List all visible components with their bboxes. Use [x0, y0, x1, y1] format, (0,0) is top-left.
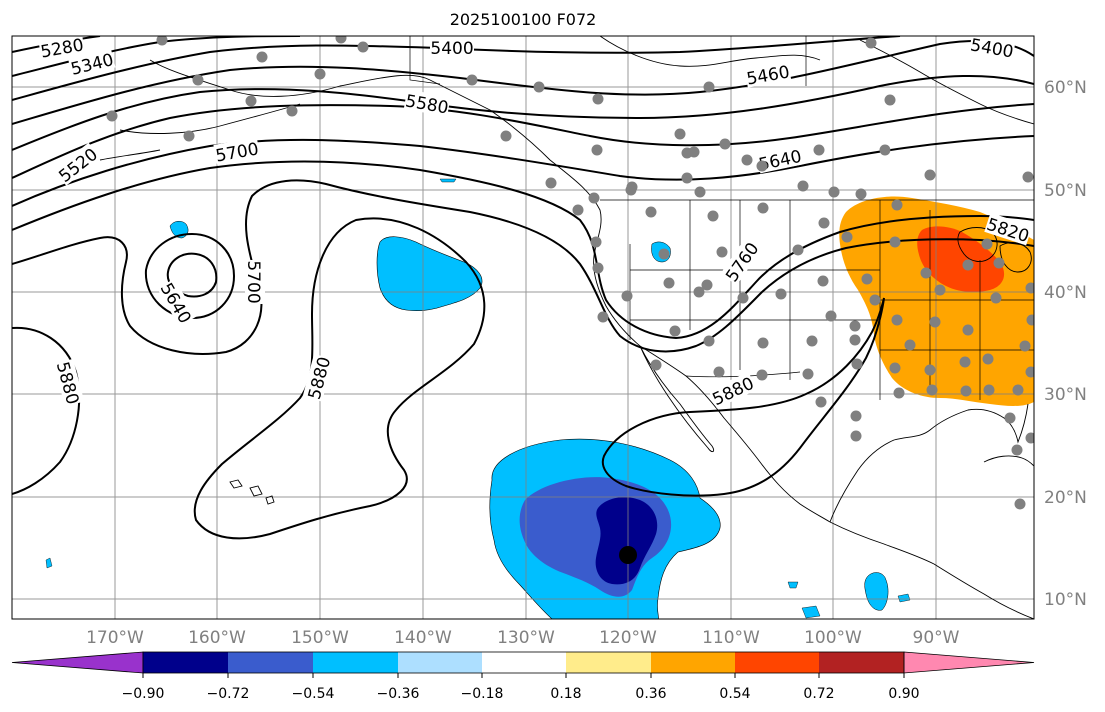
- longitude-label: 120°W: [599, 628, 657, 648]
- colorbar-swatch: [228, 652, 313, 673]
- colorbar-swatch: [651, 652, 735, 673]
- colorbar-swatch: [313, 652, 398, 673]
- colorbar-tick-label: 0.18: [550, 686, 581, 702]
- longitude-label: 130°W: [497, 628, 555, 648]
- contour-5700-north: [12, 160, 1034, 340]
- contour-5880-west: [12, 326, 81, 495]
- positive-anomaly-max: [917, 226, 1005, 293]
- contour-label: 5700: [243, 260, 265, 304]
- contour-5640-north: [12, 135, 1034, 207]
- colorbar-tick-label: 0.54: [719, 686, 750, 702]
- colorbar-tick-label: −0.90: [122, 686, 165, 702]
- longitude-label: 150°W: [291, 628, 349, 648]
- latitude-labels: 60°N 50°N 40°N 30°N 20°N 10°N: [1044, 78, 1087, 610]
- contour-5880-east: [193, 217, 486, 540]
- colorbar-swatch: [735, 652, 819, 673]
- negative-anomaly-small-3: [864, 572, 889, 611]
- anomaly-shading: [45, 178, 1034, 619]
- contour-label: 5280: [38, 36, 86, 63]
- contour-5580: [12, 103, 1034, 179]
- colorbar-tick-label: −0.54: [292, 686, 335, 702]
- colorbar-tick-label: −0.36: [377, 686, 420, 702]
- colorbar-tick-label: 0.72: [803, 686, 834, 702]
- colorbar-swatch: [482, 652, 566, 673]
- latitude-label: 30°N: [1044, 385, 1087, 405]
- latitude-label: 10°N: [1044, 590, 1087, 610]
- contour-5520: [12, 74, 1034, 151]
- latitude-label: 60°N: [1044, 78, 1087, 98]
- latitude-label: 50°N: [1044, 181, 1087, 201]
- colorbar-extend-low: [11, 651, 144, 674]
- negative-anomaly-max: [595, 497, 658, 585]
- colorbar: −0.90 −0.72 −0.54 −0.36 −0.18 0.18 0.36 0.54 0.7…: [11, 651, 1035, 702]
- station-markers: [106, 36, 1034, 510]
- colorbar-tick-label: −0.72: [207, 686, 250, 702]
- contour-5640-low: [144, 232, 236, 320]
- longitude-label: 160°W: [188, 628, 246, 648]
- colorbar-swatch: [819, 652, 904, 673]
- svg-text:5700: 5700: [243, 260, 263, 303]
- longitude-labels: 170°W 160°W 150°W 140°W 130°W 120°W 110°W 100°W…: [86, 628, 960, 648]
- target-point: [619, 546, 637, 564]
- longitude-label: 140°W: [394, 628, 452, 648]
- colorbar-tick-label: −0.18: [461, 686, 504, 702]
- map-frame: [11, 35, 1035, 620]
- colorbar-swatch: [398, 652, 482, 673]
- colorbar-extend-high: [903, 651, 1035, 674]
- coastlines: [99, 36, 1034, 619]
- contour-label: 5400: [430, 37, 474, 59]
- colorbar-swatch: [566, 652, 651, 673]
- gridlines: [12, 36, 1034, 619]
- longitude-label: 100°W: [804, 628, 862, 648]
- contour-5880-gulf: [601, 297, 885, 497]
- latitude-label: 20°N: [1044, 488, 1087, 508]
- colorbar-tick-label: 0.36: [635, 686, 666, 702]
- map-title: 2025100100 F072: [449, 10, 597, 29]
- svg-text:5400: 5400: [430, 39, 473, 59]
- longitude-label: 90°W: [913, 628, 960, 648]
- latitude-label: 40°N: [1044, 283, 1087, 303]
- contour-5760: [12, 179, 1034, 355]
- colorbar-swatch: [143, 652, 228, 673]
- colorbar-tick-label: 0.90: [888, 686, 919, 702]
- longitude-label: 110°W: [702, 628, 760, 648]
- longitude-label: 170°W: [86, 628, 144, 648]
